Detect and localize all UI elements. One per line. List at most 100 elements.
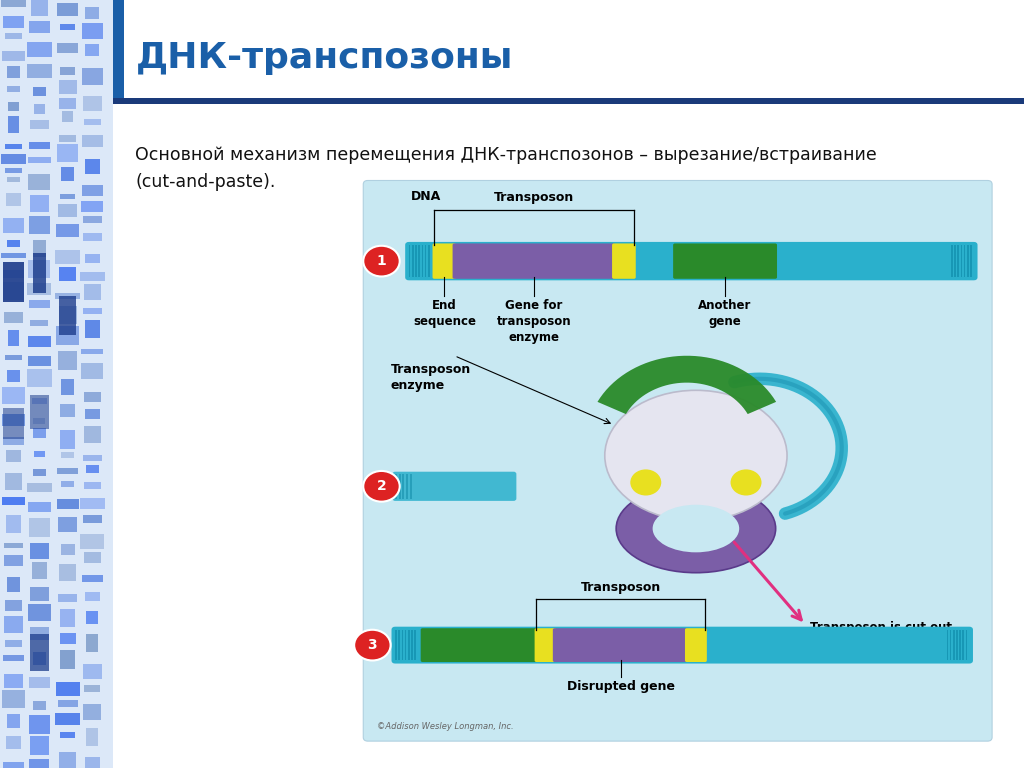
Bar [33, 88, 46, 96]
Bar [84, 119, 100, 125]
Bar [3, 270, 25, 278]
Text: Transposon
enzyme: Transposon enzyme [390, 363, 471, 392]
Bar [29, 142, 50, 149]
Bar [970, 245, 972, 277]
Bar [83, 233, 101, 241]
Bar [85, 254, 100, 263]
Circle shape [354, 630, 390, 660]
Bar [84, 685, 100, 692]
Bar [85, 592, 100, 601]
Bar [85, 159, 100, 174]
Bar [59, 24, 76, 30]
FancyBboxPatch shape [406, 242, 978, 280]
Bar [34, 451, 45, 458]
Polygon shape [597, 356, 776, 414]
Bar [85, 756, 100, 768]
Bar [402, 474, 404, 498]
Bar [954, 245, 956, 277]
Bar [6, 194, 22, 206]
Circle shape [631, 469, 662, 495]
Bar [57, 351, 78, 370]
Bar [2, 387, 25, 404]
Bar [28, 336, 51, 346]
Bar [86, 727, 98, 746]
Bar [86, 611, 98, 624]
Bar [33, 428, 46, 438]
Bar [59, 564, 76, 581]
Bar [428, 245, 430, 277]
Bar [29, 157, 50, 164]
Bar [83, 309, 101, 314]
Bar [4, 555, 23, 566]
Bar [30, 634, 49, 670]
Bar [28, 604, 51, 621]
Text: 2: 2 [377, 479, 386, 493]
Bar [28, 502, 51, 511]
Bar [30, 195, 49, 212]
Bar [1, 154, 26, 164]
Bar [7, 713, 19, 728]
Bar [59, 752, 76, 768]
Ellipse shape [616, 485, 775, 573]
Bar [27, 42, 52, 58]
FancyBboxPatch shape [685, 628, 707, 662]
Text: Transposon: Transposon [581, 581, 660, 594]
Bar [5, 355, 23, 360]
Bar [82, 362, 103, 379]
Text: DNA: DNA [411, 190, 441, 203]
Bar [56, 144, 79, 162]
Bar [32, 561, 47, 579]
Ellipse shape [605, 390, 787, 521]
Bar [61, 379, 74, 395]
Bar [59, 633, 76, 644]
Bar [61, 481, 74, 487]
Bar [5, 144, 23, 149]
Bar [951, 245, 952, 277]
Bar [395, 630, 397, 660]
Bar [33, 399, 46, 405]
Circle shape [364, 471, 399, 502]
Bar [411, 630, 413, 660]
Bar [33, 651, 46, 665]
Bar [401, 630, 403, 660]
Bar [5, 473, 23, 490]
Bar [5, 640, 23, 647]
Bar [34, 418, 45, 425]
Bar [60, 194, 75, 199]
Bar [3, 217, 24, 233]
FancyBboxPatch shape [421, 628, 539, 662]
Bar [949, 630, 951, 660]
Text: Transposon is cut out
and inserted at
new location: Transposon is cut out and inserted at ne… [810, 621, 952, 666]
Bar [419, 245, 420, 277]
Bar [30, 395, 49, 429]
Bar [55, 224, 80, 237]
Bar [82, 68, 102, 84]
Circle shape [730, 469, 762, 495]
Bar [7, 577, 20, 592]
Bar [28, 64, 51, 78]
Bar [55, 293, 80, 299]
Bar [395, 474, 397, 498]
Text: Disrupted gene: Disrupted gene [566, 680, 675, 693]
Bar [3, 655, 24, 661]
Bar [33, 701, 46, 710]
Bar [56, 499, 79, 509]
Bar [953, 630, 954, 660]
Bar [60, 545, 75, 554]
Bar [58, 517, 77, 532]
Bar [7, 177, 19, 182]
Bar [80, 272, 104, 281]
Bar [82, 201, 103, 211]
Text: Основной механизм перемещения ДНК-транспозонов – вырезание/встраивание: Основной механизм перемещения ДНК-трансп… [135, 146, 878, 164]
Bar [82, 23, 102, 38]
Bar [61, 111, 74, 122]
Bar [83, 216, 102, 223]
Bar [2, 498, 25, 505]
Bar [30, 627, 49, 640]
Bar [4, 674, 23, 687]
Bar [31, 0, 48, 15]
Bar [84, 392, 100, 402]
Bar [964, 245, 966, 277]
Bar [946, 630, 948, 660]
Bar [4, 616, 23, 633]
